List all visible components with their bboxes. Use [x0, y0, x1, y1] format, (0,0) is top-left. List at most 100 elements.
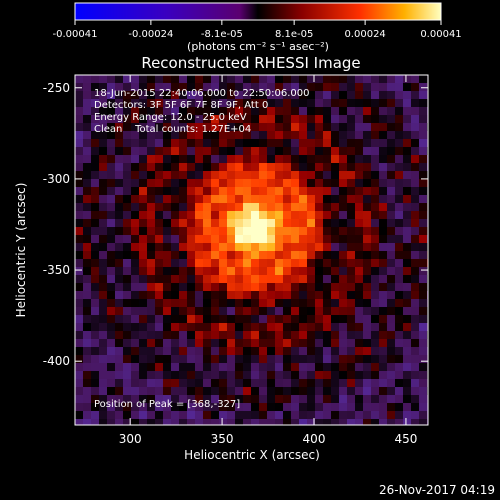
heatmap-cell — [115, 403, 123, 411]
heatmap-cell — [419, 211, 427, 219]
heatmap-cell — [347, 291, 355, 299]
heatmap-cell — [91, 323, 99, 331]
heatmap-cell — [171, 411, 179, 419]
heatmap-cell — [259, 131, 267, 139]
heatmap-cell — [187, 347, 195, 355]
heatmap-cell — [307, 155, 315, 163]
heatmap-cell — [75, 315, 83, 323]
heatmap-cell — [299, 139, 307, 147]
heatmap-cell — [283, 355, 291, 363]
heatmap-cell — [411, 107, 419, 115]
heatmap-cell — [147, 83, 155, 91]
heatmap-cell — [307, 299, 315, 307]
heatmap-cell — [403, 203, 411, 211]
heatmap-cell — [131, 179, 139, 187]
heatmap-cell — [211, 139, 219, 147]
heatmap-cell — [267, 115, 275, 123]
heatmap-cell — [139, 155, 147, 163]
heatmap-cell — [339, 363, 347, 371]
heatmap-cell — [419, 403, 427, 411]
heatmap-cell — [323, 411, 331, 419]
heatmap-cell — [315, 171, 323, 179]
heatmap-cell — [283, 195, 291, 203]
heatmap-cell — [371, 219, 379, 227]
heatmap-cell — [123, 379, 131, 387]
heatmap-cell — [243, 139, 251, 147]
heatmap-cell — [347, 267, 355, 275]
heatmap-cell — [99, 203, 107, 211]
heatmap-cell — [323, 315, 331, 323]
heatmap-cell — [323, 267, 331, 275]
heatmap-cell — [363, 339, 371, 347]
heatmap-cell — [235, 355, 243, 363]
heatmap-cell — [227, 179, 235, 187]
heatmap-cell — [259, 371, 267, 379]
heatmap-cell — [147, 187, 155, 195]
heatmap-cell — [83, 203, 91, 211]
heatmap-cell — [275, 83, 283, 91]
heatmap-cell — [267, 75, 275, 83]
heatmap-cell — [147, 371, 155, 379]
heatmap-cell — [275, 339, 283, 347]
heatmap-cell — [307, 219, 315, 227]
heatmap-cell — [219, 307, 227, 315]
heatmap-cell — [355, 211, 363, 219]
heatmap-cell — [387, 115, 395, 123]
heatmap-cell — [219, 251, 227, 259]
heatmap-cell — [195, 115, 203, 123]
heatmap-cell — [179, 363, 187, 371]
heatmap-cell — [315, 371, 323, 379]
heatmap-cell — [171, 419, 179, 425]
heatmap-cell — [299, 115, 307, 123]
heatmap-cell — [251, 379, 259, 387]
heatmap-cell — [83, 179, 91, 187]
heatmap-cell — [203, 139, 211, 147]
heatmap-cell — [259, 123, 267, 131]
heatmap-cell — [227, 267, 235, 275]
heatmap-cell — [355, 299, 363, 307]
heatmap-cell — [115, 267, 123, 275]
heatmap-cell — [235, 339, 243, 347]
heatmap-cell — [259, 355, 267, 363]
heatmap-cell — [307, 171, 315, 179]
heatmap-cell — [307, 163, 315, 171]
heatmap-cell — [419, 283, 427, 291]
heatmap-cell — [203, 379, 211, 387]
heatmap-cell — [123, 163, 131, 171]
heatmap-cell — [323, 251, 331, 259]
heatmap-cell — [395, 275, 403, 283]
x-tick-label: 400 — [303, 432, 326, 446]
heatmap-cell — [75, 91, 83, 99]
heatmap-cell — [187, 195, 195, 203]
heatmap-cell — [219, 131, 227, 139]
heatmap-cell — [259, 339, 267, 347]
heatmap-cell — [243, 115, 251, 123]
heatmap-cell — [307, 291, 315, 299]
heatmap-cell — [195, 403, 203, 411]
heatmap-cell — [323, 163, 331, 171]
heatmap-cell — [227, 131, 235, 139]
heatmap-cell — [107, 267, 115, 275]
heatmap-cell — [179, 115, 187, 123]
heatmap-cell — [283, 131, 291, 139]
heatmap-cell — [299, 411, 307, 419]
heatmap-cell — [163, 379, 171, 387]
heatmap-cell — [179, 219, 187, 227]
heatmap-cell — [307, 227, 315, 235]
heatmap-cell — [307, 419, 315, 425]
heatmap-cell — [227, 355, 235, 363]
heatmap-cell — [211, 163, 219, 171]
heatmap-cell — [283, 187, 291, 195]
heatmap-cell — [331, 267, 339, 275]
heatmap-cell — [283, 227, 291, 235]
heatmap-cell — [75, 115, 83, 123]
heatmap-cell — [355, 163, 363, 171]
heatmap-cell — [299, 387, 307, 395]
heatmap-cell — [363, 187, 371, 195]
heatmap-cell — [387, 211, 395, 219]
heatmap-cell — [211, 179, 219, 187]
heatmap-cell — [307, 355, 315, 363]
y-axis-ticks — [75, 87, 428, 362]
heatmap-cell — [339, 171, 347, 179]
heatmap-cell — [267, 315, 275, 323]
